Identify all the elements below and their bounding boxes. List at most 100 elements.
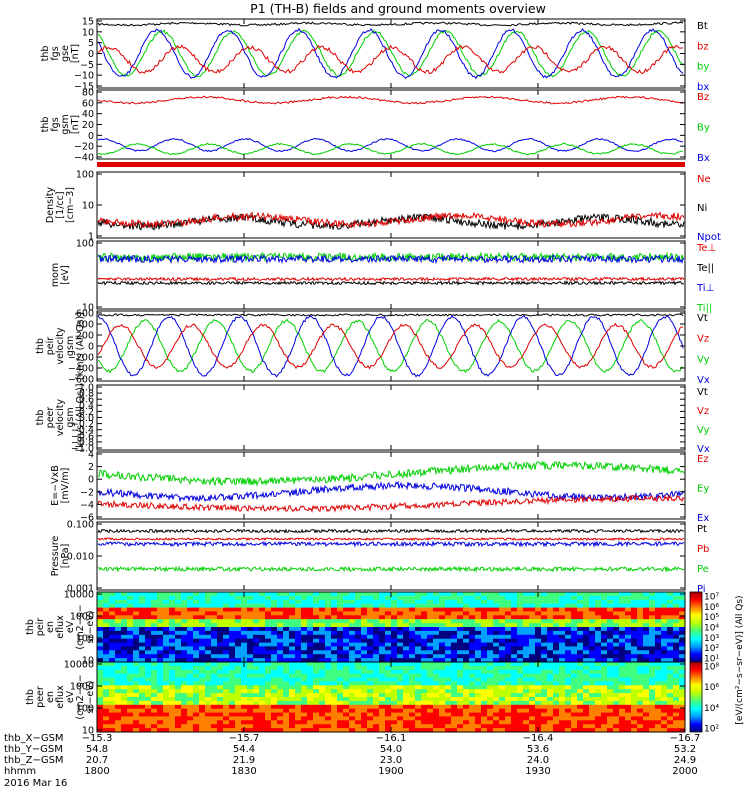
spectrogram-cell bbox=[595, 665, 602, 671]
spectrogram-cell bbox=[631, 700, 638, 706]
spectrogram-cell bbox=[451, 700, 458, 706]
spectrogram-cell bbox=[529, 599, 536, 605]
spectrogram-cell bbox=[391, 697, 398, 702]
spectrogram-cell bbox=[235, 689, 242, 694]
spectrogram-cell bbox=[355, 697, 362, 702]
spectrogram-cell bbox=[505, 677, 512, 682]
spectrogram-cell bbox=[355, 700, 362, 706]
spectrogram-cell bbox=[661, 669, 668, 675]
spectrogram-cell bbox=[439, 650, 446, 655]
spectrogram-cell bbox=[145, 658, 152, 663]
spectrogram-cell bbox=[115, 700, 122, 706]
spectrogram-cell bbox=[577, 681, 584, 686]
spectrogram-cell bbox=[277, 669, 284, 675]
spectrogram-cell bbox=[487, 708, 494, 714]
spectrogram-cell bbox=[463, 685, 470, 690]
spectrogram-cell bbox=[277, 654, 284, 659]
spectrogram-cell bbox=[469, 673, 476, 679]
spectrogram-cell bbox=[493, 599, 500, 605]
spectrogram-cell bbox=[187, 704, 194, 710]
spectrogram-cell bbox=[583, 615, 590, 620]
spectrogram-cell bbox=[109, 634, 116, 640]
spectrogram-cell bbox=[613, 665, 620, 671]
spectrogram-cell bbox=[223, 607, 230, 612]
spectrogram-cell bbox=[535, 599, 542, 605]
spectrogram-cell bbox=[301, 623, 308, 628]
spectrogram-cell bbox=[253, 693, 260, 698]
spectrogram-cell bbox=[451, 689, 458, 694]
spectrogram-cell bbox=[115, 654, 122, 659]
spectrogram-cell bbox=[181, 662, 188, 667]
spectrogram-cell bbox=[295, 685, 302, 690]
spectrogram-cell bbox=[343, 650, 350, 655]
spectrogram-cell bbox=[499, 662, 506, 667]
spectrogram-cell bbox=[205, 693, 212, 698]
spectrogram-cell bbox=[283, 689, 290, 694]
spectrogram-cell bbox=[307, 638, 314, 644]
spectrogram-cell bbox=[649, 599, 656, 605]
spectrogram-cell bbox=[349, 607, 356, 612]
spectrogram-cell bbox=[241, 673, 248, 679]
spectrogram-cell bbox=[247, 693, 254, 698]
spectrogram-cell bbox=[217, 697, 224, 702]
spectrogram-cell bbox=[469, 662, 476, 667]
spectrogram-cell bbox=[181, 708, 188, 714]
spectrogram-cell bbox=[481, 634, 488, 640]
spectrogram-cell bbox=[193, 599, 200, 605]
spectrogram-cell bbox=[247, 654, 254, 659]
spectrogram-cell bbox=[577, 592, 584, 597]
spectrogram-cell bbox=[391, 654, 398, 659]
spectrogram-cell bbox=[511, 681, 518, 686]
y-tick-label: 600 bbox=[76, 309, 94, 320]
spectrogram-cell bbox=[661, 611, 668, 616]
spectrogram-cell bbox=[289, 720, 296, 725]
spectrogram-cell bbox=[547, 728, 554, 733]
spectrogram-cell bbox=[97, 623, 104, 628]
spectrogram-cell bbox=[247, 704, 254, 710]
x-tick-value-x: −15.7 bbox=[229, 733, 260, 744]
spectrogram-cell bbox=[403, 630, 410, 636]
spectrogram-cell bbox=[319, 697, 326, 702]
spectrogram-cell bbox=[481, 665, 488, 671]
spectrogram-cell bbox=[325, 592, 332, 597]
spectrogram-cell bbox=[487, 658, 494, 663]
legend-pe: Pe bbox=[697, 564, 709, 575]
spectrogram-cell bbox=[559, 634, 566, 640]
spectrogram-cell bbox=[211, 611, 218, 616]
spectrogram-cell bbox=[109, 685, 116, 690]
spectrogram-cell bbox=[199, 677, 206, 682]
spectrogram-cell bbox=[553, 712, 560, 717]
spectrogram-cell bbox=[253, 627, 260, 632]
spectrogram-cell bbox=[223, 595, 230, 601]
spectrogram-cell bbox=[127, 599, 134, 605]
spectrogram-cell bbox=[223, 634, 230, 640]
spectrogram-cell bbox=[127, 611, 134, 616]
spectrogram-cell bbox=[133, 611, 140, 616]
spectrogram-cell bbox=[553, 599, 560, 605]
spectrogram-cell bbox=[445, 708, 452, 714]
spectrogram-cell bbox=[277, 592, 284, 597]
spectrogram-cell bbox=[385, 650, 392, 655]
spectrogram-cell bbox=[385, 708, 392, 714]
spectrogram-cell bbox=[259, 681, 266, 686]
spectrogram-cell bbox=[409, 642, 416, 647]
spectrogram-cell bbox=[613, 673, 620, 679]
spectrogram-cell bbox=[409, 654, 416, 659]
spectrogram-cell bbox=[451, 677, 458, 682]
spectrogram-cell bbox=[313, 681, 320, 686]
spectrogram-cell bbox=[145, 646, 152, 651]
spectrogram-cell bbox=[499, 634, 506, 640]
spectrogram-cell bbox=[379, 595, 386, 601]
spectrogram-cell bbox=[331, 642, 338, 647]
spectrogram-cell bbox=[655, 638, 662, 644]
spectrogram-cell bbox=[391, 669, 398, 675]
spectrogram-cell bbox=[523, 704, 530, 710]
spectrogram-cell bbox=[541, 615, 548, 620]
spectrogram-cell bbox=[571, 704, 578, 710]
spectrogram-cell bbox=[319, 700, 326, 706]
spectrogram-cell bbox=[391, 615, 398, 620]
spectrogram-cell bbox=[475, 728, 482, 733]
spectrogram-cell bbox=[601, 693, 608, 698]
spectrogram-cell bbox=[535, 681, 542, 686]
spectrogram-cell bbox=[337, 669, 344, 675]
